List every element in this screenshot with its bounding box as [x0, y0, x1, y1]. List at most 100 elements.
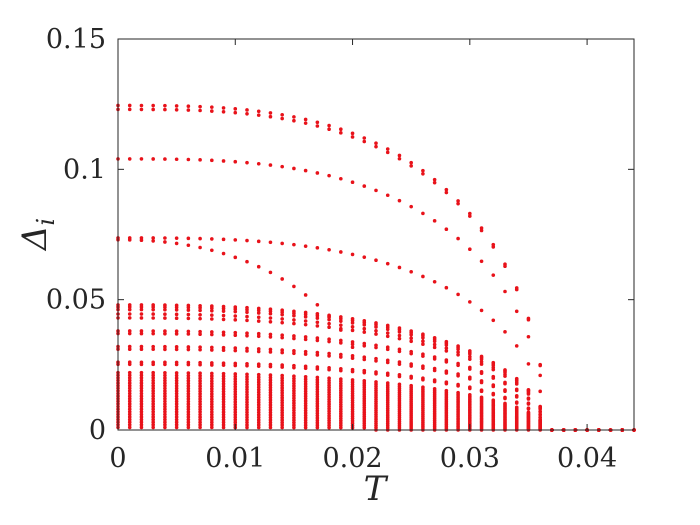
data-point [468, 367, 472, 371]
data-point [174, 371, 179, 375]
data-point [432, 368, 437, 373]
data-point [210, 405, 214, 409]
data-point [315, 171, 320, 175]
data-point [409, 164, 413, 168]
data-point [245, 346, 249, 351]
data-point [198, 376, 202, 381]
data-point [198, 373, 202, 378]
data-point [163, 407, 167, 412]
data-point [186, 407, 191, 412]
data-point [327, 325, 331, 330]
data-point [174, 410, 179, 414]
x-axis-label: T [364, 469, 389, 509]
data-point [221, 405, 226, 409]
data-point [421, 426, 425, 430]
data-point [444, 190, 449, 195]
data-point [327, 123, 331, 128]
data-point [151, 412, 155, 417]
data-point [256, 264, 261, 269]
data-point [432, 177, 437, 182]
data-point [151, 417, 155, 422]
data-point [186, 384, 191, 388]
data-point [456, 347, 460, 352]
data-point [151, 422, 155, 427]
data-point [139, 157, 144, 161]
data-point [151, 399, 155, 404]
data-point [526, 402, 531, 406]
data-point [315, 303, 320, 307]
data-point [268, 335, 273, 339]
data-point [174, 402, 179, 406]
data-point [256, 372, 261, 377]
data-point [292, 425, 296, 430]
data-point [479, 308, 484, 313]
data-point [256, 423, 261, 427]
data-point [233, 309, 238, 314]
data-point [456, 353, 460, 357]
data-point [163, 399, 167, 404]
data-point [139, 344, 144, 349]
data-point [374, 144, 378, 149]
data-point [397, 336, 402, 341]
data-point [268, 311, 273, 316]
data-point [514, 401, 519, 405]
data-point [245, 423, 249, 427]
data-point [198, 313, 202, 317]
data-point [186, 157, 191, 162]
data-point [268, 413, 273, 417]
data-point [127, 383, 132, 388]
data-point [198, 236, 202, 241]
data-point [280, 423, 284, 427]
data-point [174, 394, 179, 399]
data-point [421, 354, 425, 358]
data-point [256, 392, 261, 397]
data-point [385, 147, 390, 151]
data-point [151, 331, 155, 336]
data-point [221, 417, 226, 422]
data-point [256, 349, 261, 354]
data-point [127, 422, 132, 427]
y-tick-label: 0.1 [63, 154, 106, 185]
data-point [256, 398, 261, 402]
data-point [210, 237, 214, 241]
data-point [421, 336, 425, 340]
data-point [292, 318, 296, 322]
data-point [163, 417, 167, 422]
data-point [397, 153, 402, 158]
data-point [210, 348, 214, 352]
data-point [339, 326, 343, 331]
data-point [163, 423, 167, 427]
data-point [210, 420, 214, 425]
data-point [268, 320, 273, 324]
data-point [139, 373, 144, 378]
data-point [350, 131, 355, 136]
data-point [139, 399, 144, 404]
data-point [174, 417, 179, 422]
data-point [409, 426, 413, 430]
data-point [292, 365, 296, 370]
data-point [526, 362, 531, 366]
data-point [374, 332, 378, 336]
data-point [280, 381, 284, 385]
data-point [198, 316, 202, 321]
data-point [280, 410, 284, 415]
data-point [151, 378, 155, 383]
data-point [479, 357, 484, 361]
data-point [315, 246, 320, 250]
data-point [139, 383, 144, 388]
data-point [221, 392, 226, 396]
data-point [245, 402, 249, 407]
data-point [409, 204, 413, 209]
data-point [151, 373, 155, 378]
data-point [186, 312, 191, 317]
data-point [444, 346, 449, 350]
data-point [303, 168, 308, 173]
data-point [280, 403, 284, 408]
data-point [397, 374, 402, 379]
data-point [315, 320, 320, 325]
data-point [186, 423, 191, 427]
data-point [233, 382, 238, 386]
data-point [221, 389, 226, 394]
data-point [385, 360, 390, 365]
